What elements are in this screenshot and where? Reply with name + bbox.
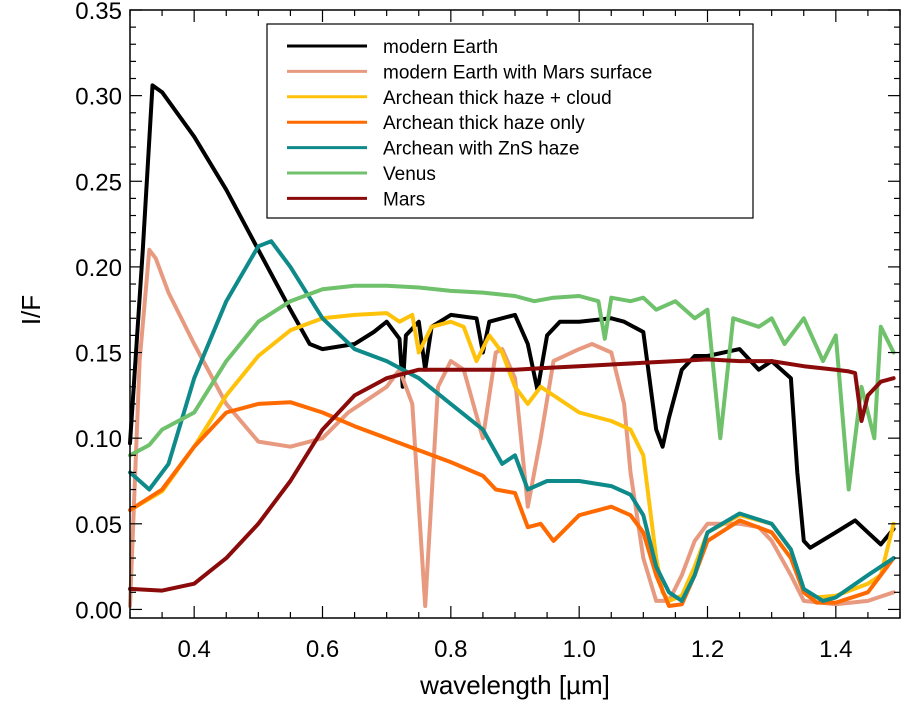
legend-label-7: Mars — [383, 189, 425, 210]
legend-label-4: Archean thick haze only — [383, 113, 585, 134]
y-tick-label: 0.25 — [75, 169, 122, 196]
series-line-4 — [128, 400, 896, 608]
series-line-6 — [128, 283, 896, 492]
y-axis-title: I/F — [16, 295, 46, 325]
series-layer — [128, 83, 896, 608]
legend-label-5: Archean with ZnS haze — [383, 139, 579, 160]
series-line-7 — [128, 357, 896, 593]
y-tick-label: 0.10 — [75, 426, 122, 453]
x-tick-label: 1.4 — [819, 636, 852, 663]
legend-label-1: modern Earth — [383, 37, 498, 58]
legend-label-6: Venus — [383, 164, 436, 185]
legend-label-3: Archean thick haze + cloud — [383, 88, 612, 109]
x-tick-label: 0.4 — [177, 636, 210, 663]
legend-label-2: modern Earth with Mars surface — [383, 62, 652, 83]
x-axis-title: wavelength [µm] — [419, 670, 610, 700]
x-tick-label: 1.0 — [562, 636, 595, 663]
axes: 0.4 0.6 0.8 1.0 1.2 1.4 0.00 0.05 0.10 0.15 0.20 0.… — [75, 0, 901, 663]
y-tick-label: 0.15 — [75, 341, 122, 368]
legend: modern Earth modern Earth with Mars surfa… — [266, 23, 754, 219]
y-tick-label: 0.30 — [75, 84, 122, 111]
x-tick-label: 0.6 — [306, 636, 339, 663]
y-tick-label: 0.00 — [75, 597, 122, 624]
y-tick-label: 0.05 — [75, 512, 122, 539]
y-tick-label: 0.35 — [75, 0, 122, 25]
series-line-5 — [128, 239, 896, 603]
series-line-2 — [128, 247, 896, 608]
x-tick-label: 1.2 — [691, 636, 724, 663]
x-tick-label: 0.8 — [434, 636, 467, 663]
y-tick-label: 0.20 — [75, 255, 122, 282]
